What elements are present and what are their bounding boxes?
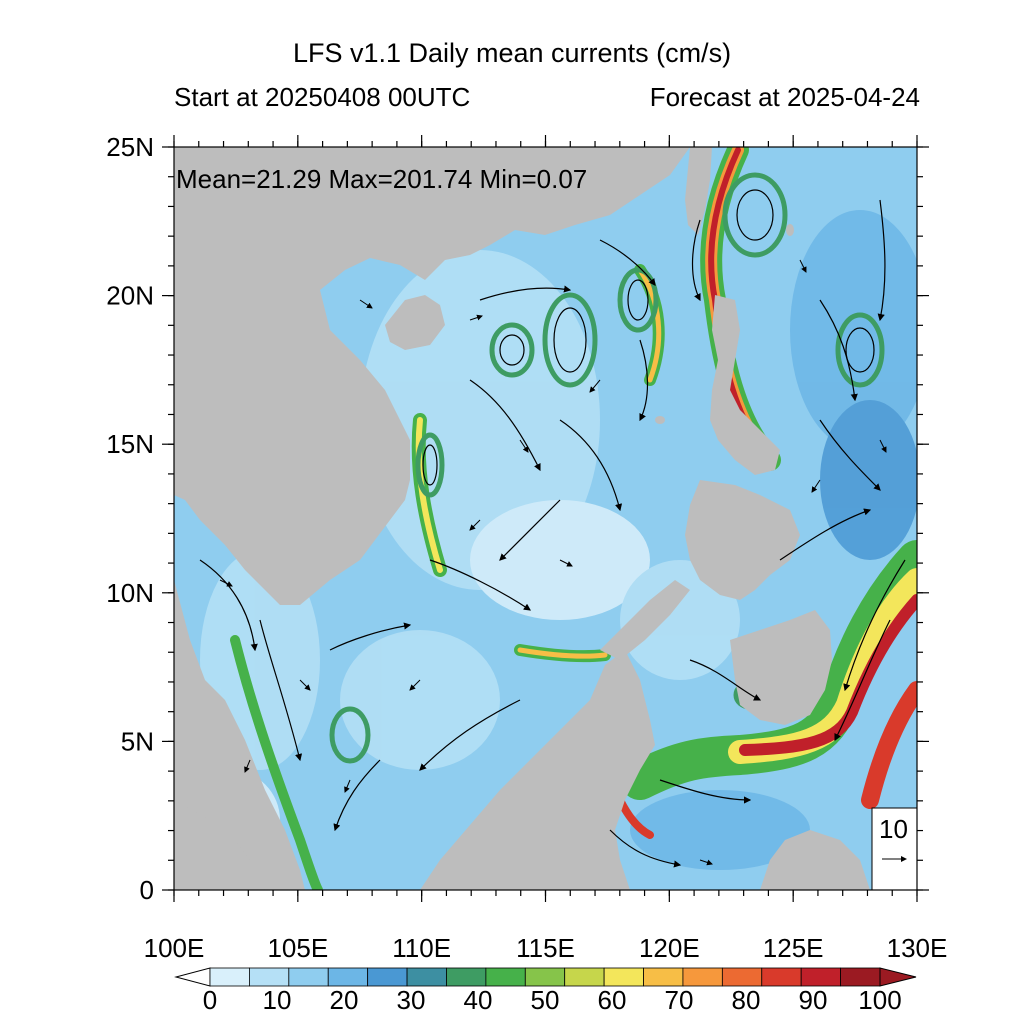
colorbar-swatch	[682, 967, 723, 987]
colorbar-swatch	[209, 967, 250, 987]
colorbar-label: 10	[263, 985, 292, 1015]
reference-vector-box: 10	[871, 807, 917, 890]
y-tick-label: 20N	[106, 281, 154, 311]
axis-ticks	[162, 135, 929, 902]
colorbar-swatch	[367, 967, 408, 987]
current-vectors	[219, 259, 887, 866]
colorbar-swatch	[643, 967, 684, 987]
y-tick-label: 15N	[106, 429, 154, 459]
colorbar-label: 0	[203, 985, 217, 1015]
x-tick-label: 100E	[144, 933, 205, 963]
x-axis-labels: 100E 105E 110E 115E 120E 125E 130E	[144, 933, 948, 963]
map-plot-area: Mean=21.29 Max=201.74 Min=0.07 10	[174, 147, 917, 890]
y-tick-label: 25N	[106, 132, 154, 162]
x-tick-label: 130E	[887, 933, 948, 963]
colorbar-swatch	[406, 967, 447, 987]
colorbar-max-triangle	[879, 967, 917, 987]
colorbar-swatch	[603, 967, 644, 987]
colorbar-label: 20	[330, 985, 359, 1015]
colorbar-label: 40	[464, 985, 493, 1015]
colorbar	[174, 967, 917, 987]
colorbar-swatch	[524, 967, 566, 987]
colorbar-swatch	[800, 967, 841, 987]
colorbar-swatch	[288, 967, 329, 987]
reference-vector-label: 10	[879, 814, 908, 844]
land	[174, 147, 870, 890]
colorbar-label: 50	[531, 985, 560, 1015]
x-tick-label: 105E	[267, 933, 328, 963]
start-time-label: Start at 20250408 00UTC	[174, 82, 471, 112]
forecast-time-label: Forecast at 2025-04-24	[649, 82, 920, 112]
chart-title: LFS v1.1 Daily mean currents (cm/s)	[292, 38, 732, 68]
colorbar-swatch	[485, 967, 526, 987]
colorbar-swatch	[564, 967, 605, 987]
colorbar-label: 80	[732, 985, 761, 1015]
colorbar-swatch	[327, 967, 369, 987]
colorbar-labels: 0 10 20 30 40 50 60 70 80 90 100	[203, 985, 902, 1015]
colorbar-min-triangle	[174, 967, 211, 987]
colorbar-label: 60	[598, 985, 627, 1015]
colorbar-swatch	[721, 967, 763, 987]
x-tick-label: 125E	[763, 933, 824, 963]
y-axis-labels: 0 5N 10N 15N 20N 25N	[106, 132, 154, 905]
colorbar-label: 70	[665, 985, 694, 1015]
colorbar-swatch	[249, 967, 290, 987]
colorbar-label: 30	[397, 985, 426, 1015]
y-tick-label: 10N	[106, 578, 154, 608]
x-tick-label: 110E	[392, 933, 451, 963]
colorbar-swatch	[840, 967, 881, 987]
colorbar-swatch	[761, 967, 802, 987]
x-tick-label: 120E	[639, 933, 700, 963]
streamlines	[199, 189, 906, 868]
stats-label: Mean=21.29 Max=201.74 Min=0.07	[176, 164, 587, 194]
colorbar-label: 90	[799, 985, 828, 1015]
x-tick-label: 115E	[516, 933, 575, 963]
colorbar-label: 100	[858, 985, 901, 1015]
colorbar-swatch	[446, 967, 487, 987]
y-tick-label: 5N	[121, 726, 154, 756]
y-tick-label: 0	[140, 875, 154, 905]
